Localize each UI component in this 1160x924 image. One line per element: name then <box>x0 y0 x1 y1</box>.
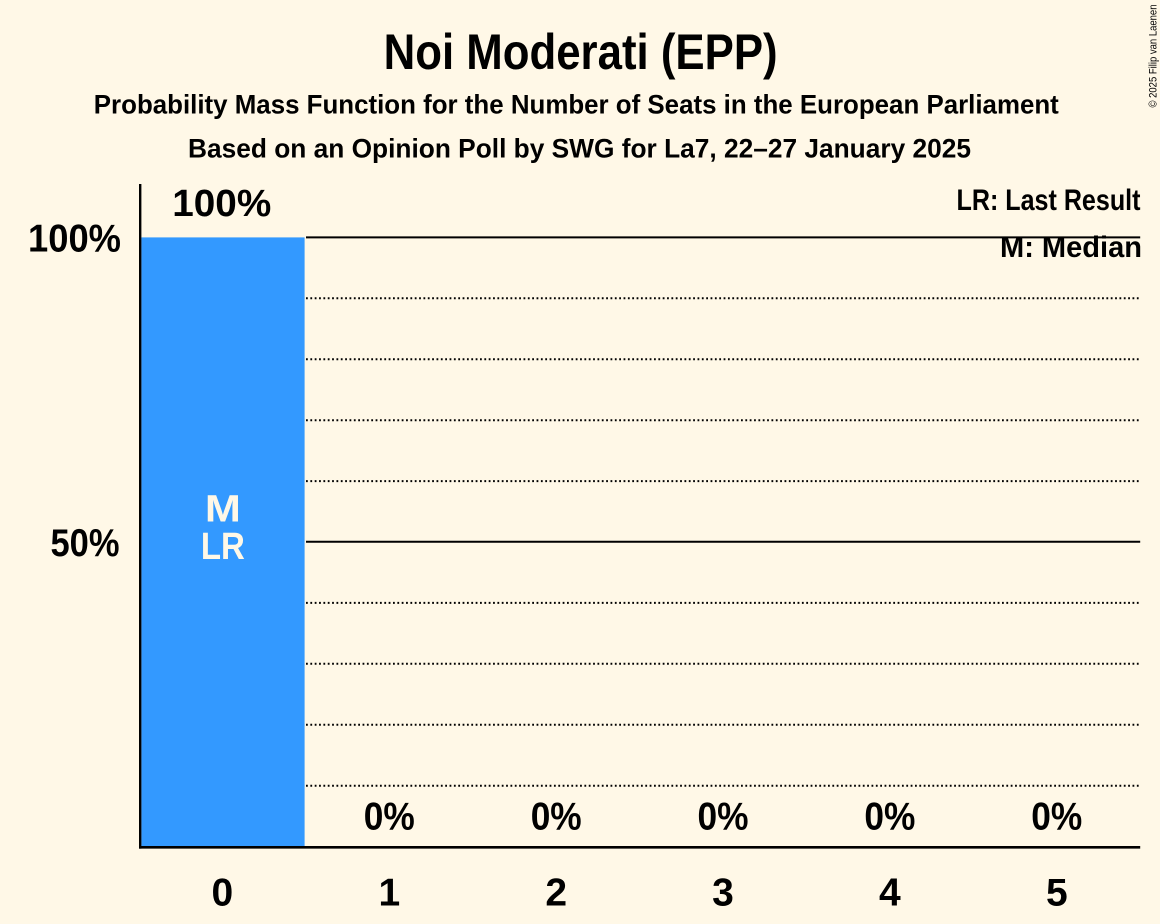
svg-text:0%: 0% <box>531 796 582 839</box>
svg-text:5: 5 <box>1046 872 1068 915</box>
svg-text:Noi Moderati (EPP): Noi Moderati (EPP) <box>384 24 778 80</box>
svg-text:M: M <box>205 488 241 530</box>
svg-text:4: 4 <box>879 872 901 915</box>
svg-text:© 2025 Filip van Laenen: © 2025 Filip van Laenen <box>1147 5 1159 108</box>
svg-text:LR: LR <box>201 526 245 568</box>
svg-text:2: 2 <box>545 872 567 915</box>
svg-text:100%: 100% <box>28 218 121 261</box>
svg-text:Probability Mass Function for: Probability Mass Function for the Number… <box>94 90 1059 120</box>
svg-text:Based on an Opinion Poll by SW: Based on an Opinion Poll by SWG for La7,… <box>188 134 971 164</box>
svg-text:50%: 50% <box>51 522 120 565</box>
svg-text:M: Median: M: Median <box>1000 231 1142 264</box>
svg-text:1: 1 <box>378 872 400 915</box>
svg-text:0%: 0% <box>864 796 915 839</box>
svg-text:3: 3 <box>712 872 734 915</box>
svg-text:LR: Last Result: LR: Last Result <box>957 184 1141 217</box>
svg-text:100%: 100% <box>172 183 271 225</box>
svg-text:0%: 0% <box>1031 796 1082 839</box>
svg-text:0%: 0% <box>698 796 749 839</box>
svg-text:0: 0 <box>212 872 234 915</box>
svg-text:0%: 0% <box>364 796 415 839</box>
